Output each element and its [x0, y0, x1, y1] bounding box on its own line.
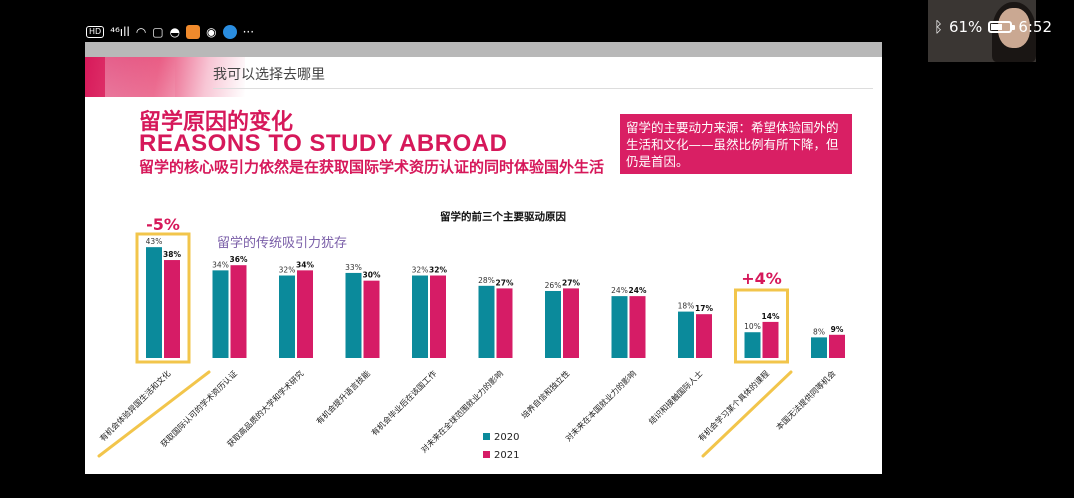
- data-label-2021-9: 17%: [695, 304, 713, 313]
- category-label-9: 结识和接触国际人士: [646, 368, 704, 426]
- slide-top-strip: [85, 42, 882, 57]
- video-app-icon: [186, 25, 201, 39]
- bar-2021-4: [363, 280, 380, 358]
- data-label-2020-4: 33%: [345, 263, 362, 272]
- bar-2020-9: [678, 311, 694, 358]
- data-label-2021-4: 30%: [363, 271, 381, 280]
- category-label-8: 对未来在本国就业力的影响: [563, 368, 638, 443]
- bar-2020-5: [412, 275, 428, 358]
- bar-2020-4: [345, 272, 362, 358]
- hd-badge: HD: [86, 26, 105, 38]
- data-label-2021-3: 34%: [296, 260, 314, 269]
- data-label-2020-10: 10%: [744, 322, 761, 331]
- bar-2021-7: [563, 288, 579, 358]
- presentation-slide: 我可以选择去哪里 留学原因的变化 REASONS TO STUDY ABROAD…: [85, 42, 882, 474]
- bar-2021-5: [430, 275, 446, 358]
- data-label-2020-8: 24%: [611, 286, 628, 295]
- category-label-1: 有机会体验异国生活和文化: [97, 368, 172, 443]
- battery-fill: [991, 24, 1003, 30]
- data-label-2020-7: 26%: [545, 281, 562, 290]
- slide-title-en: REASONS TO STUDY ABROAD: [139, 130, 508, 157]
- bar-2021-2: [230, 265, 247, 358]
- bar-2020-3: [279, 275, 295, 358]
- chart-title: 留学的前三个主要驱动原因: [440, 210, 566, 223]
- data-label-2020-9: 18%: [678, 302, 695, 311]
- bluetooth-icon: ᛒ: [933, 18, 943, 36]
- bar-2021-10: [762, 321, 779, 358]
- data-label-2020-6: 28%: [478, 276, 495, 285]
- bar-chart: 留学的前三个主要驱动原因43%38%有机会体验异国生活和文化34%36%获取国际…: [97, 210, 845, 461]
- data-label-2021-11: 9%: [831, 325, 844, 334]
- change-annotation-left: -5%: [146, 215, 180, 234]
- bar-2021-1: [164, 260, 180, 358]
- legend-swatch-2021: [483, 451, 490, 458]
- phone-status-bar: HD ⁴⁶ıll ◠ ▢ ◓ ◉ ···: [82, 22, 882, 42]
- change-annotation-right: +4%: [741, 269, 782, 288]
- legend-label-2020: 2020: [494, 432, 519, 443]
- legend-swatch-2020: [483, 433, 490, 440]
- bar-2021-8: [629, 296, 646, 358]
- slide-decoration-highlight: [105, 57, 175, 97]
- data-label-2021-6: 27%: [496, 278, 514, 287]
- bar-2020-11: [811, 337, 827, 358]
- more-icon: ···: [242, 25, 255, 39]
- cloud-icon: [222, 25, 237, 39]
- category-label-3: 获取高品质的大学和学术研究: [225, 368, 306, 449]
- bar-2021-6: [496, 288, 513, 358]
- bar-2020-6: [478, 285, 495, 358]
- divider: [213, 88, 873, 89]
- data-label-2021-10: 14%: [762, 312, 780, 321]
- signal-icon: ⁴⁶ıll: [110, 25, 130, 39]
- bar-2020-10: [744, 332, 761, 358]
- data-label-2020-5: 32%: [412, 266, 429, 275]
- data-label-2021-7: 27%: [562, 278, 580, 287]
- battery-percent: 61%: [948, 18, 983, 36]
- data-label-2020-2: 34%: [212, 260, 229, 269]
- data-label-2020-11: 8%: [813, 327, 825, 336]
- category-label-7: 培养自信和独立性: [519, 368, 571, 420]
- clipboard-icon: ▢: [152, 25, 164, 39]
- highlight-box-right: [734, 288, 789, 364]
- data-label-2021-1: 38%: [163, 250, 181, 259]
- underline-right: [701, 370, 793, 458]
- slide-decoration: [85, 57, 245, 97]
- qq-icon: ◓: [169, 25, 181, 39]
- bar-2021-11: [829, 334, 845, 358]
- bar-2020-2: [212, 270, 229, 358]
- highlight-box-left: [135, 232, 191, 364]
- bar-2021-9: [696, 314, 712, 358]
- browser-icon: ◉: [206, 25, 217, 39]
- bar-2020-1: [146, 247, 162, 358]
- wifi-icon: ◠: [135, 25, 147, 39]
- category-label-10: 有机会学习某个具体的课程: [696, 368, 771, 443]
- annotation-left-note: 留学的传统吸引力犹存: [217, 235, 347, 251]
- data-label-2020-3: 32%: [279, 266, 296, 275]
- data-label-2021-5: 32%: [429, 266, 447, 275]
- bar-2020-7: [545, 290, 561, 358]
- category-label-5: 有机会毕业后在该国工作: [369, 368, 438, 437]
- system-tray: ᛒ 61% 6:52: [934, 18, 1052, 36]
- category-label-4: 有机会提升语言技能: [314, 368, 372, 426]
- slide-subheading: 我可以选择去哪里: [213, 67, 325, 83]
- camera-preview: [928, 0, 1036, 62]
- data-label-2021-2: 36%: [230, 255, 248, 264]
- data-label-2020-1: 43%: [146, 237, 163, 246]
- bar-2020-8: [611, 296, 628, 358]
- data-label-2021-8: 24%: [629, 286, 647, 295]
- underline-left: [97, 370, 211, 458]
- bar-2021-3: [297, 270, 313, 358]
- battery-icon: [988, 21, 1016, 33]
- slide-subtitle: 留学的核心吸引力依然是在获取国际学术资历认证的同时体验国外生活: [139, 158, 605, 176]
- legend-label-2021: 2021: [494, 450, 519, 461]
- clock: 6:52: [1018, 18, 1052, 36]
- slide-title-cn: 留学原因的变化: [139, 110, 294, 135]
- callout-note: 留学的主要动力来源：希望体验国外的生活和文化——虽然比例有所下降，但仍是首因。: [620, 114, 852, 174]
